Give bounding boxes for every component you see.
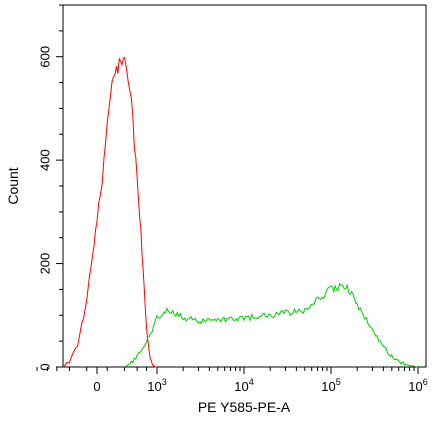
x-axis-title: PE Y585-PE-A [198,399,291,415]
series-line-1 [62,56,157,368]
plot-frame [62,4,427,368]
y-tick-label: 0 [37,363,52,370]
x-tick-label: 103 [147,377,166,394]
series-layer [62,56,419,368]
y-tick-label: 400 [37,149,52,171]
y-tick-label: 600 [37,46,52,68]
x-tick-label: 0 [93,379,100,394]
y-tick-label: 200 [37,253,52,275]
y-axis-title: Count [5,167,21,204]
y-axis: 0 200 400 600 [37,4,63,371]
x-axis: 0 103 104 105 106 [36,367,428,394]
series-line-2 [124,282,419,368]
x-tick-label: 105 [321,377,340,394]
x-tick-label: 106 [408,377,427,394]
x-tick-label: 104 [234,377,253,394]
